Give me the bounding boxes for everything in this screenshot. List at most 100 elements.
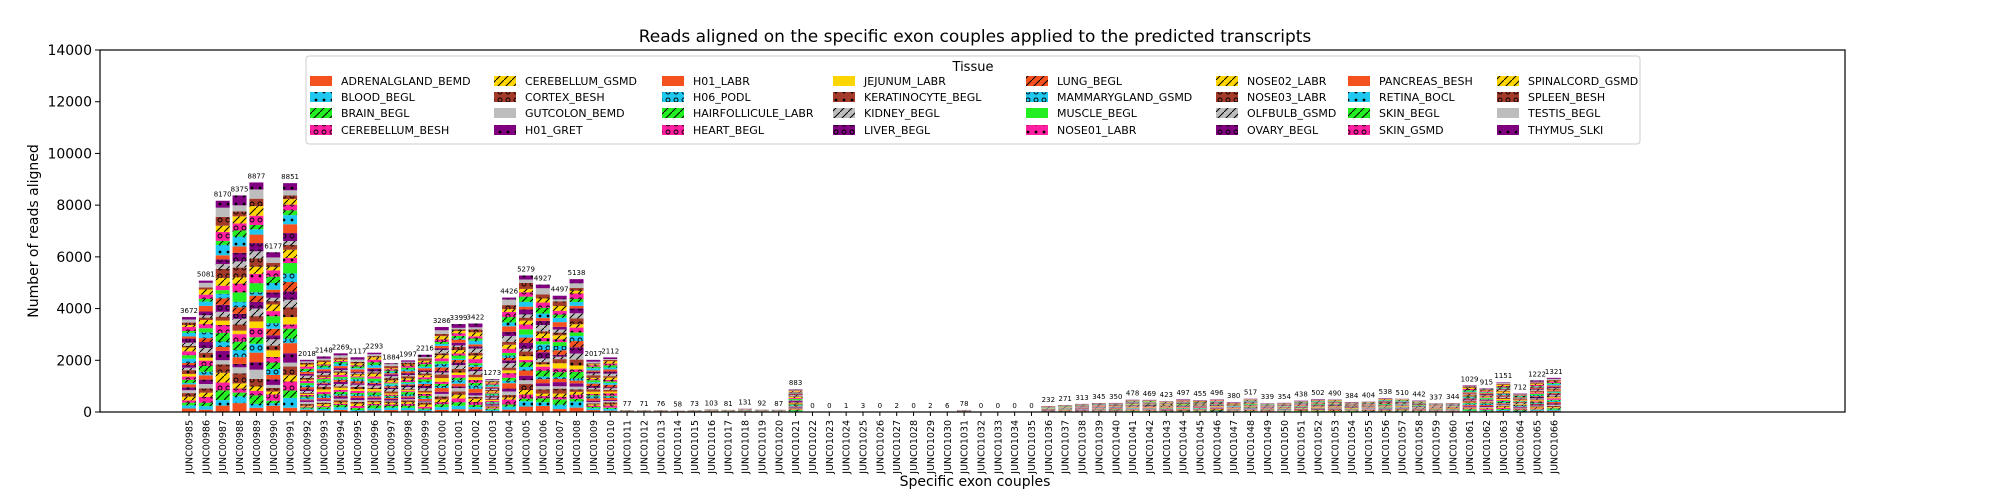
bar-segment bbox=[485, 409, 500, 412]
bar-segment bbox=[535, 318, 550, 321]
bar-total-label: 1029 bbox=[1461, 375, 1479, 383]
bar-segment bbox=[485, 381, 500, 383]
bar-segment bbox=[1530, 409, 1544, 410]
bar-segment bbox=[603, 387, 618, 389]
bar-segment bbox=[367, 371, 382, 373]
legend-label: SKIN_BEGL bbox=[1379, 107, 1440, 120]
bar-segment bbox=[1479, 389, 1494, 391]
bar-segment bbox=[384, 391, 399, 394]
bar-segment bbox=[502, 373, 517, 378]
bar-segment bbox=[502, 322, 517, 327]
x-tick-label: JUNC00990 bbox=[269, 420, 280, 475]
bar-segment bbox=[182, 342, 196, 346]
bar-total-label: 1222 bbox=[1528, 370, 1546, 378]
bar-segment bbox=[586, 396, 601, 399]
bar-segment bbox=[788, 400, 803, 402]
bar-segment bbox=[182, 319, 196, 323]
bar-segment bbox=[232, 252, 247, 262]
bar-total-label: 0 bbox=[996, 402, 1000, 410]
bar-segment bbox=[468, 382, 483, 386]
legend-label: SPINALCORD_GSMD bbox=[1528, 75, 1638, 88]
stacked-bar bbox=[1075, 403, 1090, 412]
bar-segment bbox=[249, 206, 264, 216]
bar-segment bbox=[788, 404, 803, 406]
bar-segment bbox=[603, 395, 618, 397]
bar-segment bbox=[502, 348, 517, 353]
bar-segment bbox=[316, 391, 331, 395]
bar-segment bbox=[552, 335, 567, 340]
bar-total-label: 73 bbox=[690, 400, 699, 408]
legend-item: BRAIN_BEGL bbox=[310, 107, 410, 120]
bar-segment bbox=[1479, 388, 1494, 390]
bar-segment bbox=[434, 388, 449, 392]
bar-segment bbox=[434, 374, 449, 379]
bar-segment bbox=[333, 395, 348, 397]
bar-segment bbox=[384, 402, 399, 405]
bar-segment bbox=[468, 355, 483, 360]
bar-segment bbox=[1310, 405, 1325, 406]
bar-segment bbox=[1479, 409, 1494, 411]
bar-segment bbox=[283, 240, 298, 246]
x-tick-label: JUNC01065 bbox=[1533, 420, 1544, 475]
bar-segment bbox=[266, 323, 281, 329]
bar-segment bbox=[299, 385, 314, 388]
bar-segment bbox=[586, 387, 601, 390]
bar-segment bbox=[333, 371, 348, 373]
bar-segment bbox=[451, 335, 466, 339]
bar-segment bbox=[1513, 410, 1528, 412]
bar-segment bbox=[401, 362, 416, 365]
bar-total-label: 915 bbox=[1480, 378, 1493, 386]
x-tick-label: JUNC01010 bbox=[606, 420, 617, 475]
x-tick-label: JUNC01006 bbox=[538, 420, 549, 475]
bar-segment bbox=[417, 364, 432, 367]
legend-label: NOSE03_LABR bbox=[1247, 91, 1327, 104]
bar-total-label: 2117 bbox=[349, 347, 367, 355]
bar-segment bbox=[367, 352, 382, 355]
bar-segment bbox=[232, 363, 247, 368]
legend-swatch bbox=[310, 76, 332, 86]
bar-segment bbox=[232, 341, 247, 350]
bar-segment bbox=[1479, 407, 1494, 408]
bar-segment bbox=[535, 341, 550, 345]
bar-segment bbox=[232, 318, 247, 325]
bar-segment bbox=[367, 378, 382, 382]
bar-segment bbox=[316, 408, 331, 411]
bar-segment bbox=[283, 317, 298, 325]
bar-segment bbox=[451, 327, 466, 330]
bar-segment bbox=[603, 388, 618, 390]
legend-swatch bbox=[1026, 125, 1048, 135]
bar-segment bbox=[1479, 393, 1494, 395]
bar-segment bbox=[299, 392, 314, 394]
bar-segment bbox=[603, 367, 618, 370]
bar-segment bbox=[1496, 405, 1511, 407]
bar-segment bbox=[1530, 382, 1544, 384]
bar-segment bbox=[316, 397, 331, 400]
bar-segment bbox=[1479, 398, 1494, 400]
bar-segment bbox=[198, 365, 213, 372]
bar-segment bbox=[1496, 389, 1511, 390]
bar-segment bbox=[1378, 407, 1393, 409]
bar-segment bbox=[535, 362, 550, 365]
bar-segment bbox=[552, 354, 567, 357]
bar-segment bbox=[569, 290, 584, 294]
bar-segment bbox=[384, 363, 399, 365]
stacked-bar bbox=[1277, 402, 1292, 412]
bar-segment bbox=[401, 382, 416, 383]
bar-segment bbox=[1546, 400, 1561, 402]
bar-segment bbox=[215, 346, 230, 351]
bar-segment bbox=[384, 371, 399, 374]
bar-segment bbox=[266, 369, 281, 375]
bar-segment bbox=[569, 324, 584, 328]
bar-segment bbox=[485, 398, 500, 400]
bar-total-label: 5279 bbox=[517, 266, 535, 274]
bar-segment bbox=[249, 273, 264, 284]
bar-segment bbox=[519, 296, 533, 302]
bar-segment bbox=[249, 266, 264, 274]
bar-segment bbox=[451, 405, 466, 410]
bar-segment bbox=[552, 363, 567, 369]
x-tick-label: JUNC00997 bbox=[387, 420, 398, 475]
bar-segment bbox=[1462, 410, 1477, 412]
bar-segment bbox=[299, 387, 314, 390]
bar-segment bbox=[468, 363, 483, 366]
bar-segment bbox=[1546, 388, 1561, 390]
